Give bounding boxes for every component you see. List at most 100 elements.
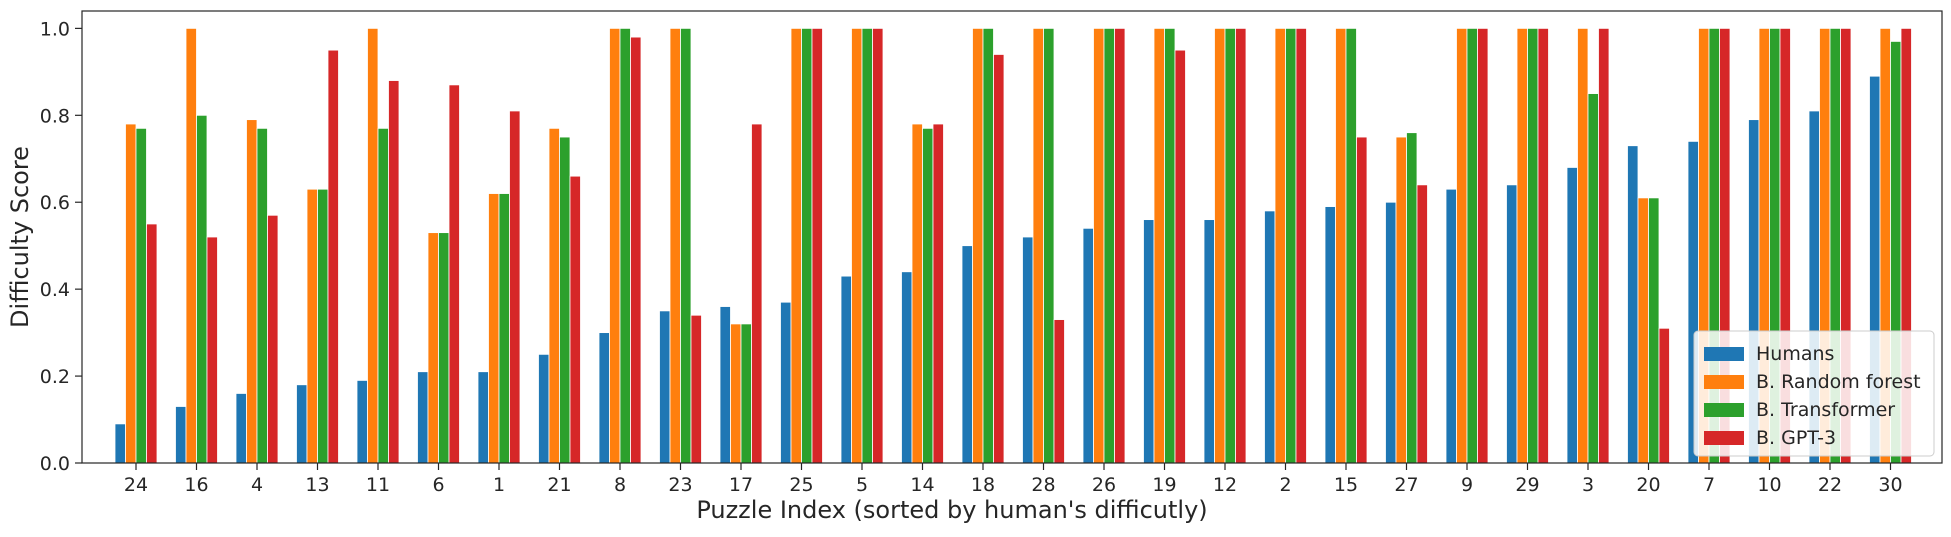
bar-b-random-forest-25: [790, 27, 802, 464]
bar-b-random-forest-16: [185, 27, 197, 464]
bar-b-gpt-3-26: [1114, 27, 1126, 464]
bar-b-gpt-3-23: [690, 314, 702, 464]
bar-b-gpt-3-28: [1053, 319, 1065, 464]
y-tick-label: 0.6: [40, 192, 70, 214]
bar-b-gpt-3-16: [206, 236, 218, 464]
legend-swatch: [1704, 431, 1744, 445]
bar-b-gpt-3-19: [1174, 49, 1186, 464]
bar-humans-14: [901, 271, 913, 464]
legend-swatch: [1704, 347, 1744, 361]
bar-b-gpt-3-6: [448, 84, 460, 464]
x-tick-label: 1: [493, 474, 505, 496]
bar-b-transformer-12: [1224, 27, 1236, 464]
legend-swatch: [1704, 375, 1744, 389]
bar-b-transformer-13: [317, 188, 329, 464]
x-tick-label: 23: [668, 474, 692, 496]
bar-b-transformer-27: [1406, 132, 1418, 464]
bar-b-transformer-4: [256, 127, 268, 464]
bar-b-transformer-23: [680, 27, 692, 464]
x-tick-label: 30: [1878, 474, 1902, 496]
bar-b-random-forest-23: [669, 27, 681, 464]
y-tick-label: 0.0: [40, 453, 70, 475]
bar-b-gpt-3-21: [569, 175, 581, 464]
bar-b-random-forest-24: [125, 123, 137, 464]
bar-b-random-forest-18: [972, 27, 984, 464]
bar-b-gpt-3-5: [872, 27, 884, 464]
x-tick-label: 5: [856, 474, 868, 496]
bar-humans-11: [356, 380, 368, 464]
bar-b-random-forest-1: [488, 193, 500, 464]
bar-b-random-forest-20: [1637, 197, 1649, 464]
bar-b-transformer-1: [498, 193, 510, 464]
bar-b-gpt-3-14: [932, 123, 944, 464]
bar-humans-20: [1627, 145, 1639, 464]
legend-label: B. GPT-3: [1756, 427, 1836, 449]
x-tick-label: 2: [1279, 474, 1291, 496]
y-tick-label: 0.8: [40, 105, 70, 127]
bar-b-transformer-8: [619, 27, 631, 464]
bar-b-random-forest-2: [1274, 27, 1286, 464]
x-tick-label: 18: [971, 474, 995, 496]
bar-b-gpt-3-20: [1658, 327, 1670, 464]
bar-b-transformer-11: [377, 127, 389, 464]
legend-box: [1693, 330, 1935, 457]
x-tick-label: 6: [432, 474, 444, 496]
x-tick-label: 10: [1757, 474, 1781, 496]
bar-b-gpt-3-12: [1235, 27, 1247, 464]
x-tick-label: 13: [305, 474, 329, 496]
legend-label: Humans: [1756, 343, 1834, 365]
bar-b-gpt-3-11: [388, 80, 400, 464]
bar-humans-5: [840, 275, 852, 464]
x-tick-label: 17: [729, 474, 753, 496]
bar-b-random-forest-13: [306, 188, 318, 464]
y-tick-label: 1.0: [40, 18, 70, 40]
x-tick-label: 7: [1703, 474, 1715, 496]
bar-b-random-forest-4: [246, 119, 258, 464]
bar-b-random-forest-15: [1335, 27, 1347, 464]
bar-b-random-forest-5: [851, 27, 863, 464]
bar-b-transformer-5: [861, 27, 873, 464]
bar-humans-16: [175, 406, 187, 464]
x-tick-label: 3: [1582, 474, 1594, 496]
bar-humans-4: [235, 393, 247, 464]
bar-humans-1: [477, 371, 489, 464]
x-tick-label: 19: [1152, 474, 1176, 496]
bar-b-gpt-3-1: [509, 110, 521, 464]
bar-b-random-forest-17: [730, 323, 742, 464]
bar-humans-3: [1566, 167, 1578, 464]
x-tick-label: 12: [1213, 474, 1237, 496]
x-tick-label: 8: [614, 474, 626, 496]
bar-humans-26: [1082, 227, 1094, 464]
bar-b-transformer-3: [1587, 93, 1599, 464]
bar-humans-15: [1324, 206, 1336, 464]
x-tick-label: 25: [789, 474, 813, 496]
bar-b-gpt-3-24: [146, 223, 158, 464]
bar-humans-25: [780, 301, 792, 464]
legend: Humans B. Random forest B. Transformer B. G…: [1693, 330, 1935, 457]
bar-b-random-forest-6: [427, 232, 439, 464]
axes-layer: 0.00.20.40.60.81.024 16 4 13 11 6 1 21 8 23 17 25 5 1…: [6, 10, 1943, 524]
bar-b-random-forest-27: [1395, 136, 1407, 464]
x-tick-label: 4: [251, 474, 263, 496]
bar-b-transformer-21: [559, 136, 571, 464]
x-tick-label: 22: [1818, 474, 1842, 496]
bar-b-gpt-3-18: [993, 54, 1005, 464]
bar-humans-13: [296, 384, 308, 464]
x-tick-label: 28: [1031, 474, 1055, 496]
x-tick-label: 15: [1334, 474, 1358, 496]
bar-b-random-forest-26: [1093, 27, 1105, 464]
bar-b-random-forest-28: [1032, 27, 1044, 464]
bar-humans-24: [114, 423, 126, 464]
bar-humans-17: [719, 306, 731, 464]
bar-b-transformer-24: [135, 127, 147, 464]
bar-humans-8: [598, 332, 610, 464]
bar-b-gpt-3-27: [1416, 184, 1428, 464]
bar-b-transformer-16: [196, 114, 208, 464]
bar-b-transformer-15: [1345, 27, 1357, 464]
bars-layer: [114, 27, 1912, 464]
bar-b-gpt-3-17: [751, 123, 763, 464]
bar-humans-28: [1022, 236, 1034, 464]
bar-b-random-forest-14: [911, 123, 923, 464]
